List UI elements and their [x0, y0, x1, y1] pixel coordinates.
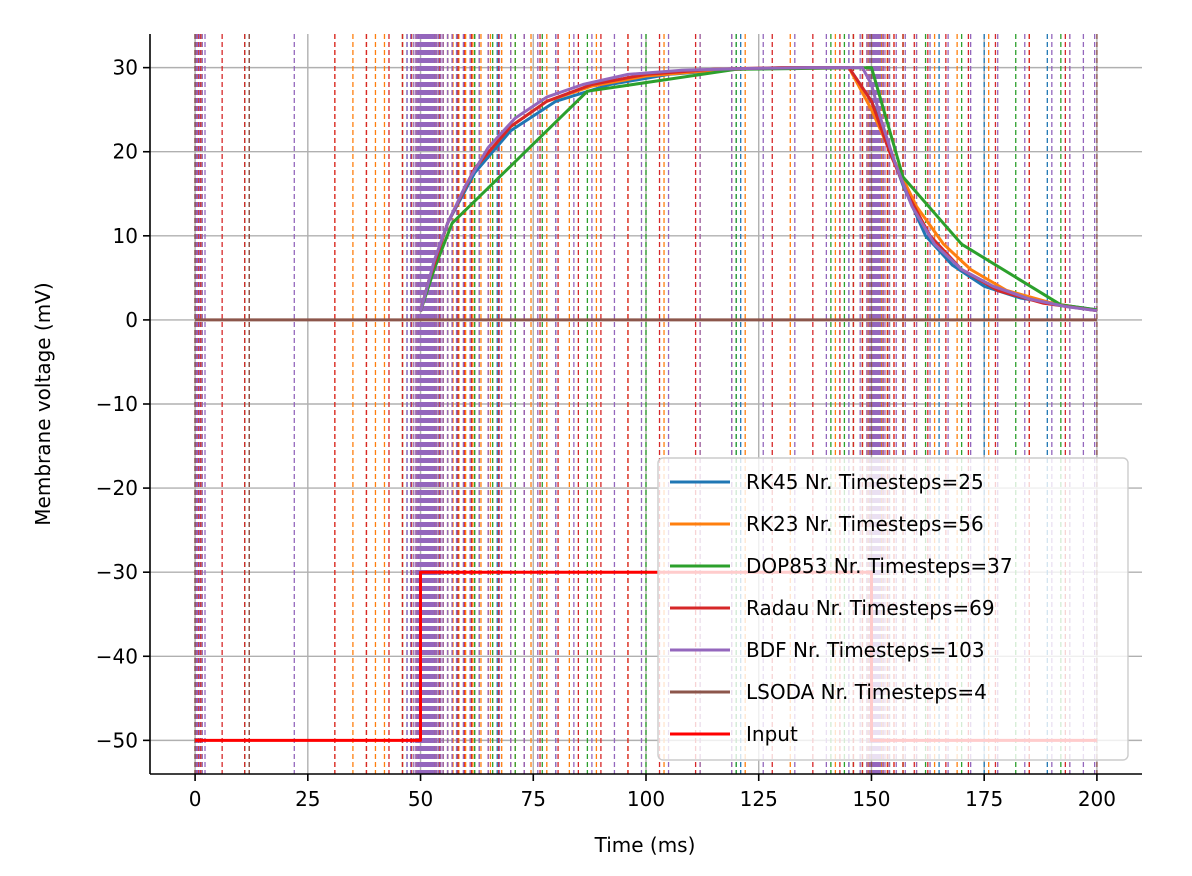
y-tick-label: −10	[96, 392, 138, 416]
x-tick-label: 25	[295, 787, 320, 811]
bdf-series-line	[419, 66, 1098, 313]
x-tick-label: 125	[740, 787, 778, 811]
y-tick-label: −20	[96, 476, 138, 500]
legend-label: RK45 Nr. Timesteps=25	[746, 470, 984, 494]
x-tick-label: 75	[521, 787, 546, 811]
x-tick-label: 50	[408, 787, 433, 811]
legend-label: Input	[746, 722, 798, 746]
y-tick-label: 30	[113, 56, 138, 80]
y-tick-label: 20	[113, 140, 138, 164]
legend-label: LSODA Nr. Timesteps=4	[746, 680, 987, 704]
legend-label: Radau Nr. Timesteps=69	[746, 596, 995, 620]
y-axis-label: Membrane voltage (mV)	[31, 282, 55, 525]
x-tick-label: 150	[852, 787, 890, 811]
y-ticks: 30 20 10 0 −10 −20 −30 −40 −50	[96, 56, 150, 752]
legend-box	[657, 457, 1129, 761]
legend-label: RK23 Nr. Timesteps=56	[746, 512, 984, 536]
x-tick-label: 100	[627, 787, 665, 811]
y-tick-label: −30	[96, 560, 138, 584]
y-tick-label: −50	[96, 728, 138, 752]
x-tick-label: 200	[1078, 787, 1116, 811]
y-tick-label: 10	[113, 224, 138, 248]
x-axis-label: Time (ms)	[594, 833, 696, 857]
x-tick-label: 0	[189, 787, 202, 811]
legend-label: BDF Nr. Timesteps=103	[746, 638, 985, 662]
y-tick-label: 0	[125, 308, 138, 332]
x-tick-label: 175	[965, 787, 1003, 811]
legend: RK45 Nr. Timesteps=25 RK23 Nr. Timesteps=…	[657, 457, 1129, 761]
y-tick-label: −40	[96, 644, 138, 668]
x-ticks: 0 25 50 75 100 125 150 175 200	[189, 774, 1116, 811]
legend-label: DOP853 Nr. Timesteps=37	[746, 554, 1013, 578]
